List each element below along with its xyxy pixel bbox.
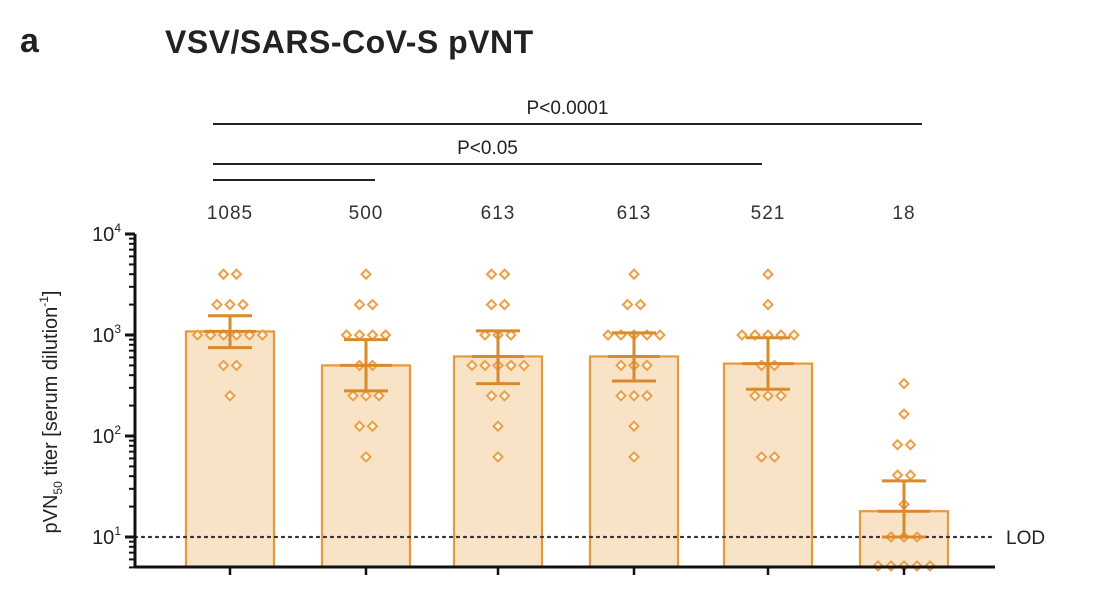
data-point <box>898 408 910 420</box>
data-point <box>347 389 359 402</box>
data-point <box>211 298 223 311</box>
data-point <box>191 329 204 341</box>
data-point <box>360 268 372 281</box>
data-point <box>498 298 511 311</box>
data-point <box>628 389 640 402</box>
data-point <box>256 329 269 341</box>
data-point <box>762 298 774 311</box>
data-point <box>485 389 498 402</box>
data-point <box>628 451 640 463</box>
bar-value-label-1: 1085 <box>207 203 253 224</box>
data-point <box>891 438 904 451</box>
bar-value-label-2: 500 <box>349 203 384 224</box>
data-point <box>755 451 768 463</box>
bar-3 <box>452 355 544 569</box>
y-tick-label-3: 103 <box>92 322 121 347</box>
data-point <box>628 420 640 433</box>
data-point <box>641 359 653 372</box>
bar-value-label-3: 613 <box>481 203 516 224</box>
data-point <box>492 420 504 433</box>
data-point <box>602 329 614 341</box>
y-tick-label-1: 101 <box>92 524 121 549</box>
significance-label-2: P<0.05 <box>457 138 518 159</box>
bar-value-label-6: 18 <box>892 203 915 224</box>
error-bars-group <box>204 314 930 539</box>
data-point <box>492 451 504 463</box>
data-point <box>505 329 517 341</box>
data-point <box>505 359 517 372</box>
y-axis-label: pVN50 titer [serum dilution-1] <box>37 290 65 533</box>
data-point <box>479 359 491 372</box>
data-point <box>891 469 904 482</box>
bar-1 <box>184 330 276 569</box>
bar-labels-group: 1085 500 613 613 521 18 <box>207 203 915 224</box>
data-point <box>749 389 761 402</box>
lod-label: LOD <box>1006 528 1045 549</box>
points-group <box>191 268 936 572</box>
data-point <box>237 298 249 311</box>
data-point <box>230 359 243 372</box>
data-point <box>360 389 372 402</box>
y-tick-label-2: 102 <box>92 423 121 448</box>
data-point <box>498 389 511 402</box>
data-point <box>479 329 491 341</box>
lod-group: LOD <box>133 528 1045 549</box>
significance-label-1: P<0.0001 <box>527 98 609 119</box>
data-point <box>628 268 640 281</box>
data-point <box>498 268 511 281</box>
bar-value-label-5: 521 <box>751 203 786 224</box>
data-point <box>775 389 787 402</box>
data-point <box>373 389 385 402</box>
data-point <box>615 389 627 402</box>
data-point <box>641 389 653 402</box>
data-point <box>762 389 774 402</box>
data-point <box>736 329 748 341</box>
y-axis-label-group: pVN50 titer [serum dilution-1] <box>37 290 65 533</box>
axis-group: 101 102 103 104 <box>92 221 995 575</box>
data-point <box>353 298 366 311</box>
data-point <box>615 359 627 372</box>
data-point <box>360 451 372 463</box>
data-point <box>485 268 498 281</box>
data-point <box>788 329 800 341</box>
data-point <box>485 298 498 311</box>
data-point <box>224 298 236 311</box>
data-point <box>366 298 379 311</box>
bars-group <box>184 330 950 569</box>
data-point <box>230 268 243 281</box>
data-point <box>904 438 917 451</box>
data-point <box>898 377 910 390</box>
chart-title: VSV/SARS-CoV-S pVNT <box>165 24 534 60</box>
data-point <box>904 469 917 482</box>
data-point <box>634 298 647 311</box>
y-tick-label-4: 104 <box>92 221 121 246</box>
data-point <box>466 359 478 372</box>
data-point <box>654 329 666 341</box>
data-point <box>768 451 781 463</box>
bar-value-label-4: 613 <box>617 203 652 224</box>
data-point <box>621 298 634 311</box>
data-point <box>217 359 230 372</box>
data-point <box>353 420 366 433</box>
significance-group: P<0.0001 P<0.05 <box>213 98 922 181</box>
data-point <box>224 389 236 402</box>
data-point <box>762 268 774 281</box>
data-point <box>217 268 230 281</box>
data-point <box>366 420 379 433</box>
panel-letter: a <box>20 22 39 60</box>
data-point <box>518 359 530 372</box>
